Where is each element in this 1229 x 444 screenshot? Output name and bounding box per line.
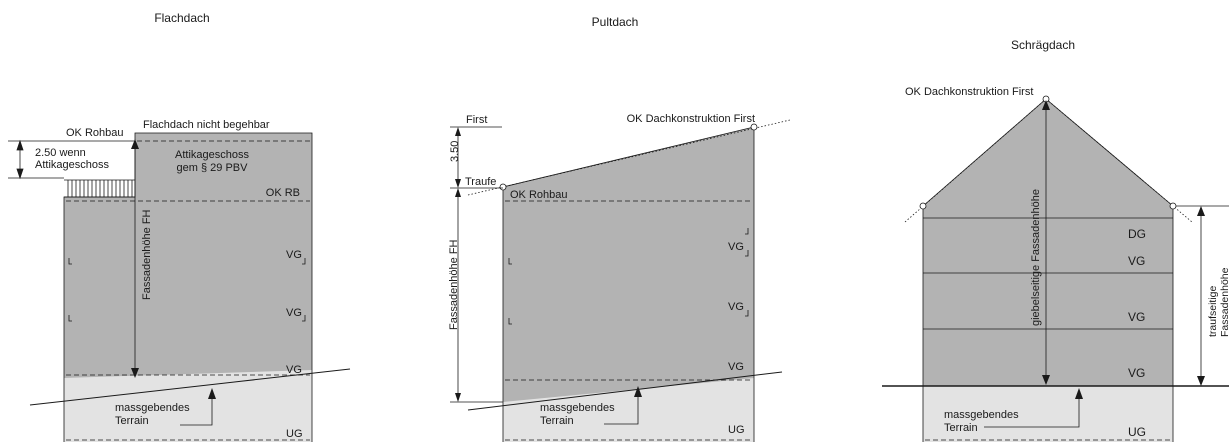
pultdach-dim-value: 3.50 (449, 141, 461, 162)
flachdach-ok-rohbau: OK Rohbau (66, 127, 123, 139)
schraegdach-panel: Schrägdach OK Dachkonstruktion First gie… (882, 38, 1229, 442)
pultdach-ok-first: OK Dachkonstruktion First (627, 113, 755, 125)
flachdach-attika-line1: Attikageschoss (175, 149, 249, 161)
schraegdach-ok-first: OK Dachkonstruktion First (905, 86, 1033, 98)
flachdach-floor-label: VG (286, 249, 302, 261)
flachdach-dim-value: 2.50 wenn (35, 147, 86, 159)
schraegdach-terrain-line1: massgebendes (944, 409, 1019, 421)
pultdach-first-label: First (466, 114, 487, 126)
flachdach-panel: Flachdach (8, 11, 350, 442)
schraegdach-traufe-left-point (920, 203, 926, 209)
flachdach-ok-rb: OK RB (266, 187, 300, 199)
flachdach-terrain-line1: massgebendes (115, 402, 190, 414)
pultdach-terrain-line1: massgebendes (540, 402, 615, 414)
pultdach-ug-label: UG (728, 424, 745, 436)
pultdach-building-body (503, 127, 754, 402)
flachdach-floor-label: VG (286, 307, 302, 319)
schraegdach-giebel-label: giebelseitige Fassadenhöhe (1030, 189, 1042, 326)
flachdach-dim-note: Attikageschoss (35, 159, 109, 171)
flachdach-fh-label: Fassadenhöhe FH (141, 209, 153, 300)
flachdach-nicht-begehbar: Flachdach nicht begehbar (143, 119, 270, 131)
pultdach-floor-label: VG (728, 361, 744, 373)
schraegdach-floor-label: DG (1128, 227, 1146, 241)
pultdach-panel: Pultdach First 3.50 Traufe OK Dachkonstr… (448, 15, 790, 442)
pultdach-fh-label: Fassadenhöhe FH (448, 239, 460, 330)
flachdach-railing (64, 180, 135, 197)
schraegdach-floor-label: VG (1128, 310, 1145, 324)
schraegdach-trauf-line2: Fassadenhöhe (1219, 267, 1229, 337)
flachdach-title: Flachdach (154, 11, 209, 25)
schraegdach-terrain-line2: Terrain (944, 422, 978, 434)
schraegdach-trauf-line1: traufseitige (1207, 285, 1219, 337)
pultdach-traufe-point (500, 184, 506, 190)
schraegdach-ug-label: UG (1128, 425, 1146, 439)
schraegdach-floor-label: VG (1128, 366, 1145, 380)
flachdach-attika-line2: gem § 29 PBV (177, 162, 249, 174)
schraegdach-traufe-right-point (1170, 203, 1176, 209)
pultdach-title: Pultdach (592, 15, 639, 29)
flachdach-building-body (64, 197, 312, 382)
pultdach-terrain-line2: Terrain (540, 415, 574, 427)
flachdach-terrain-line2: Terrain (115, 415, 149, 427)
pultdach-floor-label: VG (728, 301, 744, 313)
pultdach-traufe-label: Traufe (465, 176, 496, 188)
schraegdach-title: Schrägdach (1011, 38, 1075, 52)
pultdach-ok-rohbau: OK Rohbau (510, 189, 567, 201)
schraegdach-building-body (923, 99, 1173, 386)
pultdach-floor-label: VG (728, 241, 744, 253)
flachdach-ug-label: UG (286, 428, 303, 440)
schraegdach-floor-label: VG (1128, 254, 1145, 268)
